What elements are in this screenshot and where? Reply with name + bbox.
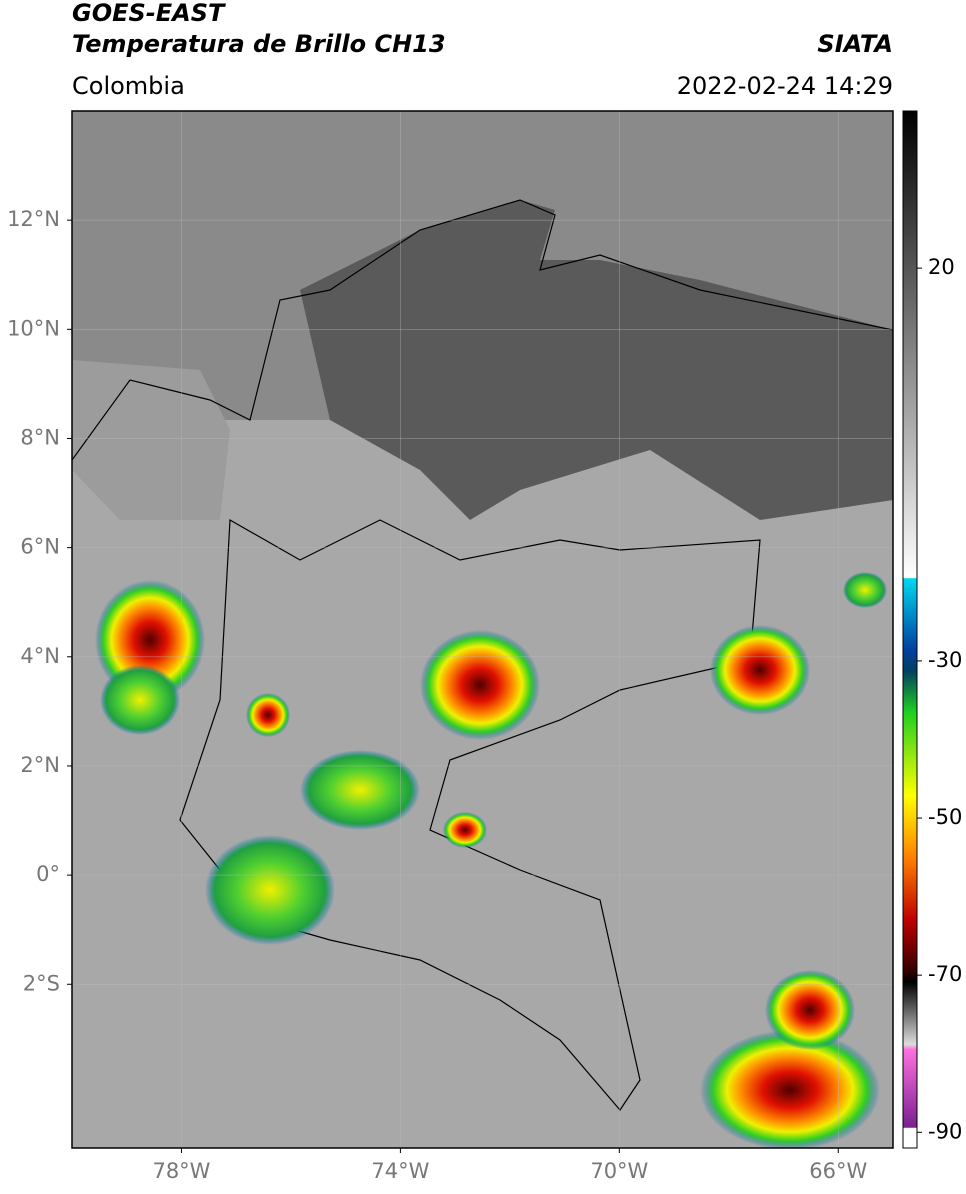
cloud: [843, 572, 887, 608]
y-tick-label: 6°N: [20, 535, 60, 559]
datetime: 2022-02-24 14:29: [677, 72, 893, 100]
cloud: [100, 665, 180, 735]
colorbar: [902, 110, 918, 1149]
x-tick-label: 70°W: [590, 1159, 648, 1183]
source: SIATA: [817, 30, 893, 58]
colorbar-label: -50: [928, 805, 962, 829]
land: [72, 360, 230, 520]
colorbar-label: -90: [928, 1119, 962, 1143]
map-image: [72, 111, 893, 1148]
x-tick-label: 66°W: [809, 1159, 867, 1183]
subtitle: Temperatura de Brillo CH13: [72, 30, 446, 58]
colorbar-label: -30: [928, 648, 962, 672]
cloud: [205, 835, 335, 945]
y-tick-label: 12°N: [7, 207, 60, 231]
title: GOES-EAST: [72, 0, 226, 27]
y-tick-label: 10°N: [7, 316, 60, 340]
y-tick-label: 0°: [36, 862, 60, 886]
cloud: [710, 625, 810, 715]
land-haze: [72, 420, 893, 1148]
colorbar-label: -70: [928, 962, 962, 986]
cloud: [443, 812, 487, 848]
grid: [72, 111, 893, 1148]
border: [179, 518, 761, 1111]
y-tick-label: 2°N: [20, 753, 60, 777]
cloud: [765, 970, 855, 1050]
x-tick-label: 74°W: [371, 1159, 429, 1183]
cloud: [246, 693, 290, 737]
x-tick-label: 78°W: [152, 1159, 210, 1183]
cloud: [420, 630, 540, 740]
region: Colombia: [72, 72, 185, 100]
cloud: [700, 1030, 880, 1148]
y-tick-label: 4°N: [20, 644, 60, 668]
colorbar-label: 20: [928, 255, 955, 279]
cloud: [300, 750, 420, 830]
map-frame: [71, 110, 894, 1149]
coastline: [72, 199, 893, 461]
land-dark: [300, 200, 893, 520]
y-tick-label: 8°N: [20, 425, 60, 449]
y-tick-label: 2°S: [23, 971, 60, 995]
